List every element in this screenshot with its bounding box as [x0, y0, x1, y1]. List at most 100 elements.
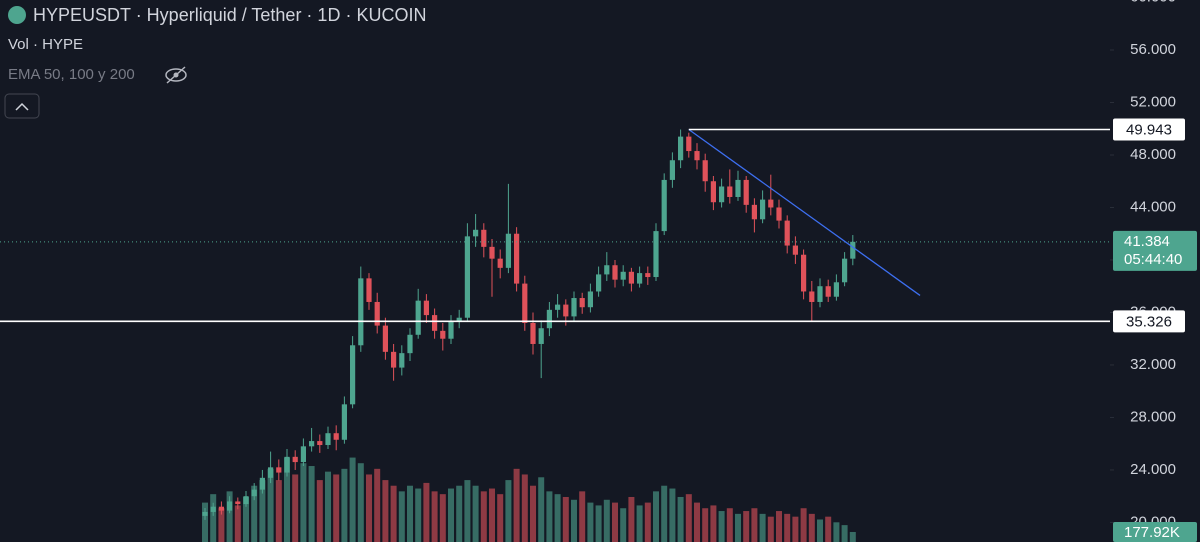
volume-bar	[726, 508, 733, 542]
volume-bar	[275, 480, 282, 542]
y-tick-label: 48.000	[1130, 146, 1176, 163]
candle-body	[448, 321, 454, 339]
volume-bar	[595, 505, 602, 542]
legend: HYPEUSDT · Hyperliquid / Tether · 1D · K…	[4, 5, 426, 119]
volume-bar	[489, 488, 495, 542]
candle-body	[227, 501, 233, 511]
candle-body	[563, 304, 569, 317]
volume-bar	[710, 505, 717, 542]
candle-body	[628, 271, 634, 284]
candle-body	[809, 291, 815, 302]
candle-body	[473, 229, 479, 237]
volume-bar	[661, 485, 668, 542]
volume-bar	[480, 491, 487, 542]
volume-bar	[612, 502, 618, 542]
volume-bar	[382, 480, 389, 542]
volume-bar	[562, 496, 569, 542]
volume-bar	[841, 525, 848, 542]
volume-bar	[694, 502, 700, 542]
level-label: 49.943	[1126, 121, 1172, 138]
candle-body	[432, 315, 438, 331]
volume-bar	[349, 457, 356, 542]
candle-body	[546, 309, 552, 329]
volume-bar	[390, 485, 397, 542]
price-axis: 60.00056.00052.00048.00044.00040.00036.0…	[1110, 0, 1197, 542]
volume-bar	[776, 511, 782, 542]
candle-body	[243, 496, 249, 505]
volume-bar	[497, 494, 504, 542]
candle-body	[792, 245, 798, 255]
candle-body	[358, 278, 364, 346]
volume-bar	[735, 513, 741, 542]
volume-bar	[284, 457, 290, 542]
candle-body	[399, 353, 405, 368]
volume-bar	[759, 513, 766, 542]
y-tick-label: 44.000	[1130, 198, 1176, 215]
volume-bar	[825, 516, 832, 542]
candle-body	[268, 467, 274, 478]
hide-icon[interactable]	[165, 66, 187, 84]
candle-body	[776, 207, 782, 221]
volume-bar	[808, 513, 815, 542]
candle-body	[645, 273, 651, 278]
last-price-box	[1113, 230, 1197, 271]
candle-body	[817, 286, 823, 302]
candle-body	[702, 160, 708, 182]
candle-body	[489, 246, 495, 259]
candle-body	[669, 160, 675, 180]
candle-body	[300, 446, 306, 463]
candle-body	[653, 231, 659, 278]
collapse-button[interactable]	[4, 93, 40, 119]
volume-bar	[792, 516, 799, 542]
candle-body	[612, 265, 618, 280]
candle-body	[833, 282, 839, 297]
candle-body	[202, 511, 208, 516]
candle-body	[391, 351, 397, 368]
volume-bar	[407, 485, 413, 542]
candle-body	[374, 301, 380, 326]
y-tick-label: 60.000	[1130, 0, 1176, 5]
volume-bar	[357, 463, 364, 542]
volume-bar	[415, 488, 422, 542]
volume-bar	[644, 502, 651, 542]
y-tick-label: 52.000	[1130, 93, 1176, 110]
level-label: 35.326	[1126, 313, 1172, 330]
volume-bar	[341, 468, 348, 542]
candle-body	[514, 233, 520, 284]
candle-body	[842, 258, 848, 283]
candle-body	[505, 233, 511, 268]
candle-body	[825, 286, 831, 297]
candle-body	[694, 151, 700, 161]
volume-bar	[308, 466, 315, 542]
volume-bar	[423, 482, 430, 542]
candle-body	[456, 317, 462, 322]
candle-body	[464, 236, 470, 318]
volume-bar	[300, 463, 307, 542]
candle-body	[325, 433, 331, 446]
candle-body	[497, 258, 503, 268]
volume-bar	[784, 513, 791, 542]
candle-body	[596, 274, 602, 292]
volume-bar	[800, 508, 807, 542]
candle-body	[735, 179, 741, 197]
candle-body	[571, 298, 577, 317]
volume-bar	[743, 511, 750, 542]
candle-body	[341, 404, 347, 440]
volume-bar	[202, 502, 208, 542]
candle-body	[259, 477, 265, 490]
candle-body	[415, 300, 421, 335]
volume-bar	[259, 480, 266, 542]
volume-bar	[653, 491, 659, 542]
candle-body	[751, 204, 757, 220]
volume-bar	[751, 508, 758, 542]
level-label-box	[1113, 310, 1185, 333]
candle-body	[637, 273, 643, 284]
candle-body	[218, 506, 224, 511]
volume-bar	[505, 480, 512, 542]
candle-body	[440, 330, 446, 339]
countdown-label: 05:44:40	[1124, 251, 1182, 268]
y-tick-label: 24.000	[1130, 461, 1176, 478]
last-price-label: 41.384	[1124, 233, 1170, 250]
candle-body	[522, 283, 528, 323]
